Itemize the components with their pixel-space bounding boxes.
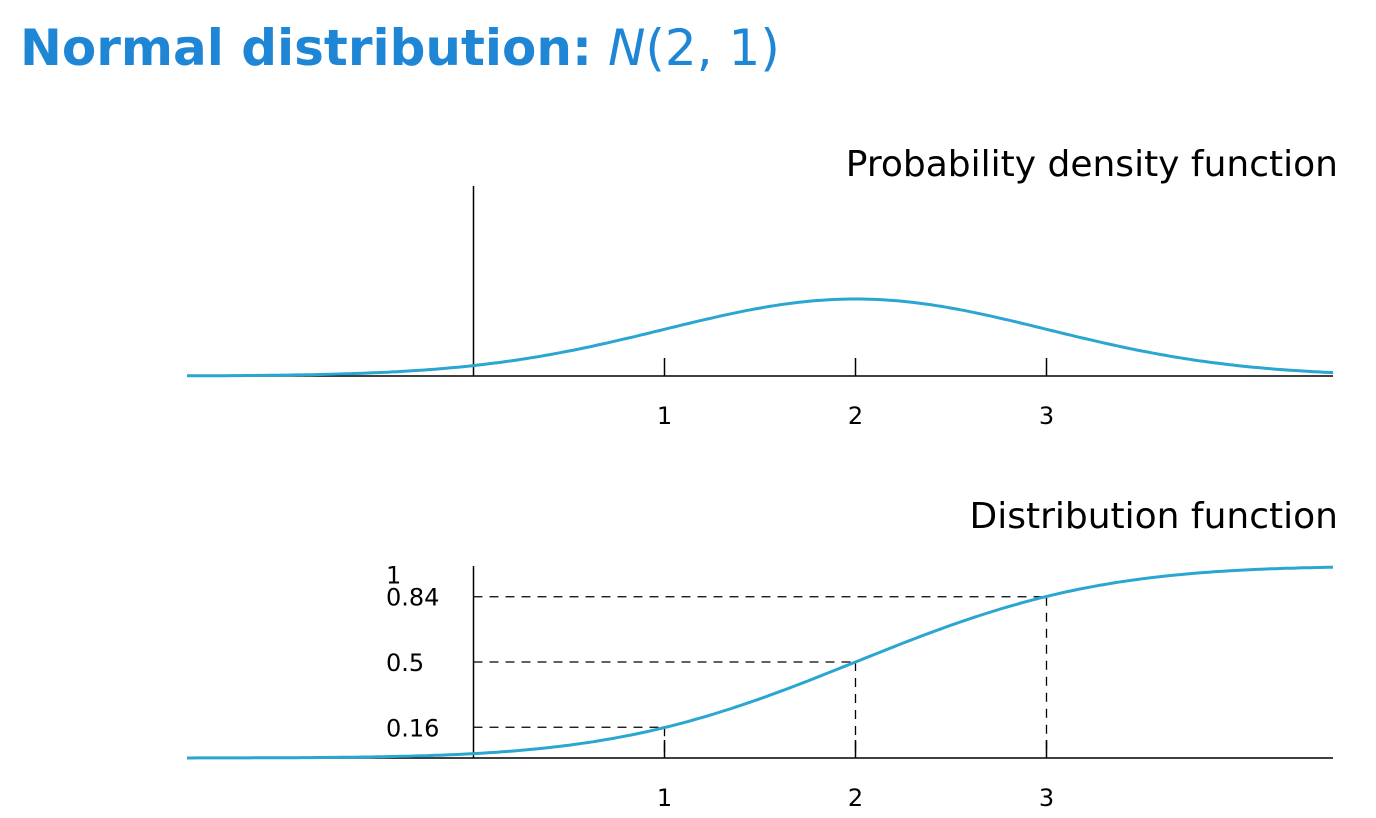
title-lead: Normal distribution: (20, 19, 592, 77)
pdf-chart: Probability density function 1 2 3 (187, 144, 1338, 430)
cdf-chart-title: Distribution function (969, 496, 1338, 537)
pdf-curve (187, 297, 1334, 378)
title-symbol: N (608, 19, 646, 77)
cdf-x-tick-label-3: 3 (1039, 784, 1054, 812)
pdf-chart-title: Probability density function (846, 144, 1338, 185)
pdf-x-tick-label-1: 1 (657, 402, 672, 430)
cdf-y-tick-label-0.84: 0.84 (386, 584, 439, 612)
cdf-x-tick-label-2: 2 (848, 784, 863, 812)
cdf-x-tick-label-1: 1 (657, 784, 672, 812)
page-title: Normal distribution: N(2, 1) (20, 8, 780, 88)
pdf-x-tick-label-2: 2 (848, 402, 863, 430)
title-args: (2, 1) (645, 19, 780, 77)
cdf-y-tick-label-0.5: 0.5 (386, 649, 424, 677)
cdf-curve (187, 565, 1334, 760)
cdf-chart: Distribution function 1 2 30.160.50.841 (187, 496, 1338, 812)
cdf-y-tick-label-1: 1 (386, 562, 401, 590)
title-formula: N(2, 1) (608, 19, 780, 77)
cdf-y-tick-label-0.16: 0.16 (386, 714, 439, 742)
pdf-x-tick-label-3: 3 (1039, 402, 1054, 430)
